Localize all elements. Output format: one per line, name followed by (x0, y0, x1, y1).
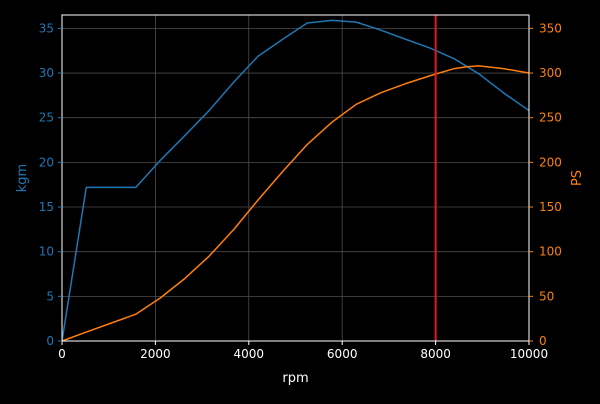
x-axis-label: rpm (282, 371, 308, 386)
right-y-axis-label: PS (570, 170, 585, 186)
x-tick-label: 8000 (420, 347, 451, 361)
left-y-tick-label: 35 (39, 21, 54, 35)
left-y-tick-label: 30 (39, 66, 54, 80)
right-y-tick-label: 300 (539, 66, 562, 80)
data-series (61, 15, 530, 342)
plot-border (61, 14, 530, 342)
right-y-tick-label: 250 (539, 111, 562, 125)
left-y-axis-label: kgm (15, 164, 30, 192)
ps-series-line (61, 65, 530, 342)
x-tick-label: 2000 (140, 347, 171, 361)
x-tick-label: 10000 (510, 347, 548, 361)
x-tick-label: 4000 (234, 347, 265, 361)
left-y-tick-label: 20 (39, 155, 54, 169)
left-y-tick-label: 5 (46, 289, 54, 303)
left-y-tick-label: 0 (46, 334, 54, 348)
x-tick-label: 6000 (327, 347, 358, 361)
left-y-tick-label: 15 (39, 200, 54, 214)
right-y-tick-label: 100 (539, 245, 562, 259)
kgm-series-line (61, 19, 530, 342)
left-y-tick-label: 25 (39, 111, 54, 125)
x-tick-label: 0 (58, 347, 66, 361)
right-y-tick-label: 150 (539, 200, 562, 214)
right-y-tick-label: 350 (539, 21, 562, 35)
right-y-tick-label: 200 (539, 155, 562, 169)
right-y-tick-label: 50 (539, 289, 554, 303)
axes: 0 2000 4000 6000 8000 10000rpm05101520253035k… (15, 21, 585, 386)
left-y-tick-label: 10 (39, 245, 54, 259)
plot-frame (61, 14, 530, 342)
right-y-tick-label: 0 (539, 334, 547, 348)
